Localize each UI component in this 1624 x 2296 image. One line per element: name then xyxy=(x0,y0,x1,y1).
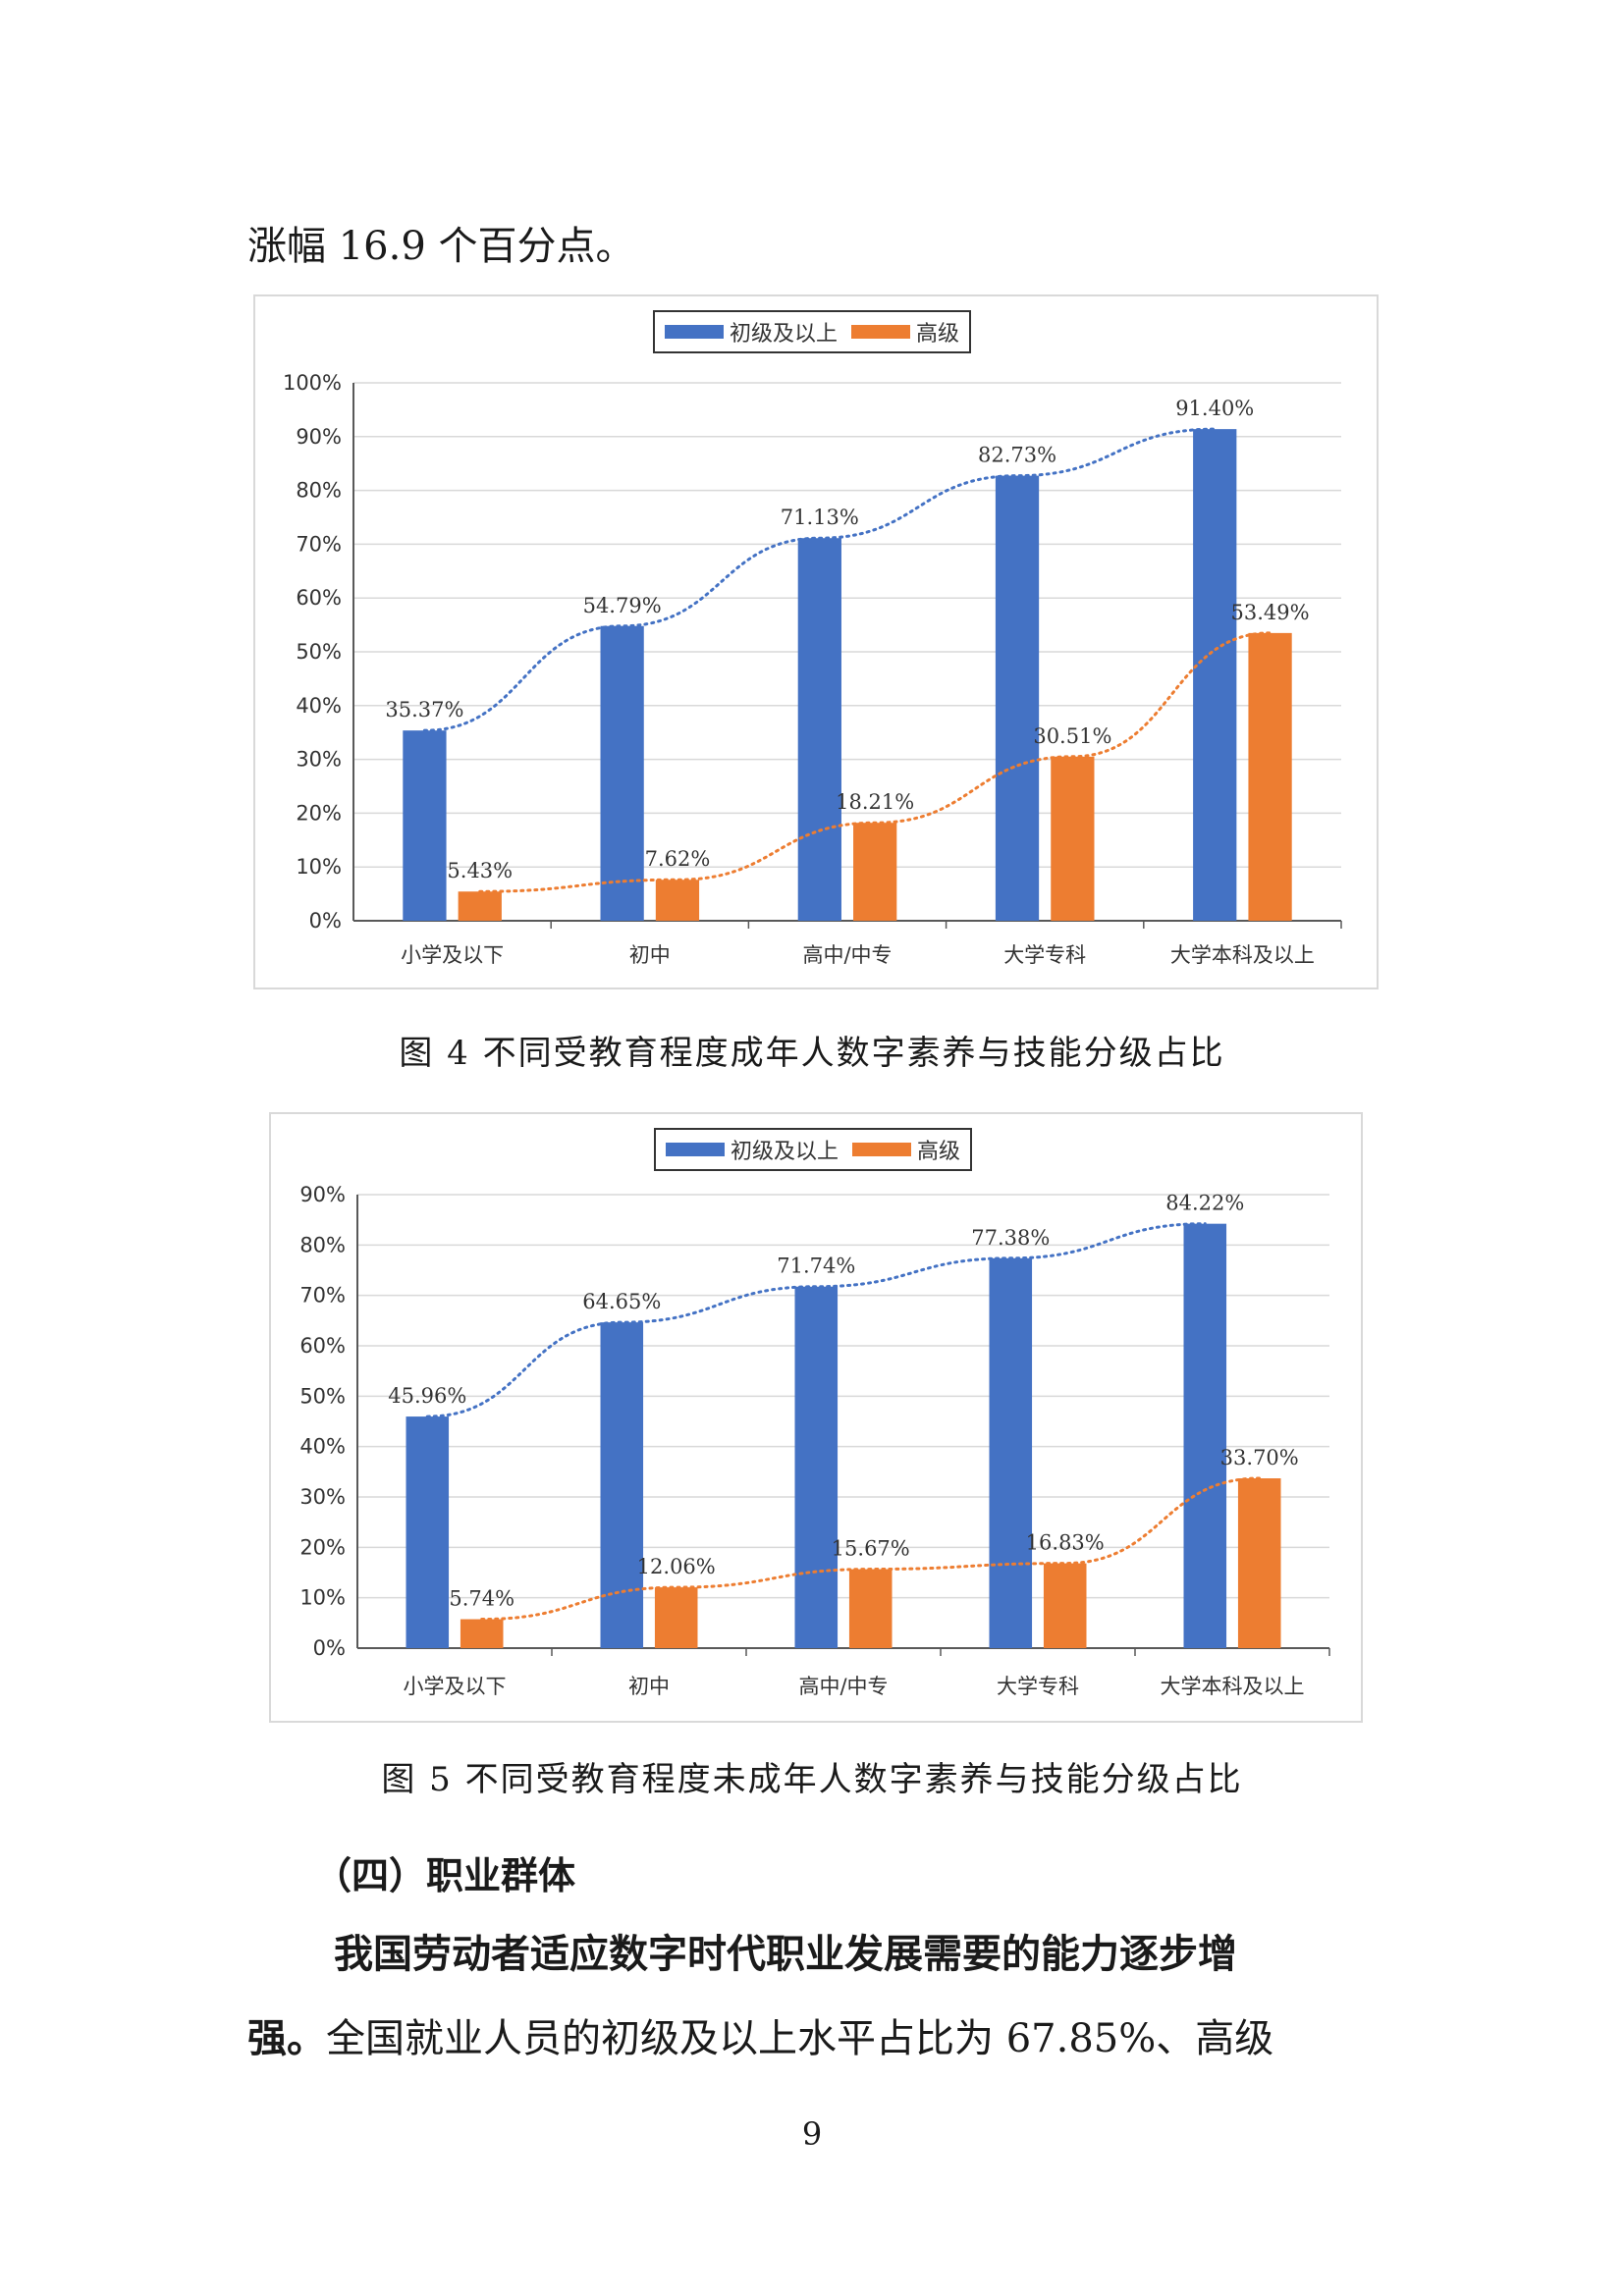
bold-lead-end: 强。 xyxy=(247,2015,326,2061)
bar-basic xyxy=(797,538,841,921)
data-label: 5.43% xyxy=(447,859,513,882)
y-tick-label: 60% xyxy=(296,586,342,610)
figure5-plot: 0% 10% 20% 30% 40% 50% 60% 70% 80% 90% 小学及以下 45.96%… xyxy=(299,1183,1330,1698)
y-tick-label: 0% xyxy=(309,909,342,933)
data-label: 84.22% xyxy=(1165,1192,1244,1215)
y-tick-label: 90% xyxy=(299,1183,346,1206)
bar-basic xyxy=(1183,1223,1227,1648)
data-label: 30.51% xyxy=(1033,724,1111,748)
legend-swatch-blue xyxy=(666,1143,725,1156)
trendline-advanced xyxy=(480,1476,1262,1622)
bar-basic xyxy=(406,1416,450,1648)
trendline-basic xyxy=(422,427,1217,732)
bar-advanced xyxy=(853,823,897,921)
legend-swatch-blue xyxy=(665,325,724,339)
legend-series2: 高级 xyxy=(916,322,960,347)
y-tick-label: 30% xyxy=(296,748,342,772)
bar-advanced xyxy=(1237,1478,1281,1648)
x-tick-label: 初中 xyxy=(628,1675,670,1698)
figure4-legend: 初级及以上 高级 xyxy=(653,310,972,353)
bar-advanced xyxy=(458,891,502,921)
y-tick-label: 10% xyxy=(299,1586,346,1610)
trendline-basic xyxy=(425,1222,1207,1418)
x-tick-label: 大学本科及以上 xyxy=(1161,1675,1305,1698)
trendline-advanced xyxy=(478,631,1272,893)
x-tick-label: 高中/中专 xyxy=(798,1675,888,1698)
y-tick-label: 50% xyxy=(299,1384,346,1408)
data-label: 18.21% xyxy=(836,790,914,814)
y-tick-label: 0% xyxy=(313,1636,346,1660)
figure4-plot: 0% 10% 20% 30% 40% 50% 60% 70% 80% 90% 100% 小学及以下 35… xyxy=(283,371,1342,967)
y-tick-label: 70% xyxy=(299,1284,346,1308)
x-tick-label: 大学专科 xyxy=(1003,943,1086,967)
data-label: 54.79% xyxy=(583,594,662,617)
figure5-chart: 初级及以上 高级 0% 10% 20% 30% 40% 50% 60% 70% 80% 90% 小学… xyxy=(269,1112,1363,1723)
data-label: 82.73% xyxy=(978,444,1056,467)
bar-basic xyxy=(995,475,1040,921)
data-label: 91.40% xyxy=(1175,397,1254,420)
y-tick-label: 50% xyxy=(296,640,342,664)
bar-basic xyxy=(600,1322,644,1648)
y-tick-label: 100% xyxy=(283,371,342,395)
x-tick-label: 小学及以下 xyxy=(404,1675,507,1698)
legend-swatch-orange xyxy=(852,1143,912,1156)
figure5-legend: 初级及以上 高级 xyxy=(654,1128,973,1171)
data-label: 5.74% xyxy=(449,1587,514,1611)
y-tick-label: 10% xyxy=(296,855,342,879)
data-label: 53.49% xyxy=(1231,601,1310,624)
page-number: 9 xyxy=(801,2115,823,2153)
legend-series1: 初级及以上 xyxy=(730,322,839,347)
x-tick-label: 高中/中专 xyxy=(802,943,892,967)
data-label: 15.67% xyxy=(832,1537,910,1561)
bar-basic xyxy=(1193,429,1237,921)
data-label: 64.65% xyxy=(582,1290,661,1313)
bar-advanced xyxy=(1248,632,1292,921)
y-tick-label: 20% xyxy=(296,801,342,825)
intro-line: 涨幅 16.9 个百分点。 xyxy=(247,224,635,269)
section-heading: （四）职业群体 xyxy=(314,1853,576,1897)
bar-basic xyxy=(403,730,447,921)
figure4-chart: 初级及以上 高级 0% 10% 20% 30% 40% 50% 60% 70% 80% 90% 10… xyxy=(253,294,1379,989)
y-tick-label: 40% xyxy=(296,694,342,718)
y-tick-label: 70% xyxy=(296,532,342,556)
data-label: 35.37% xyxy=(385,698,463,721)
bar-basic xyxy=(794,1286,839,1648)
bar-basic xyxy=(989,1257,1033,1648)
y-tick-label: 80% xyxy=(296,479,342,503)
y-tick-label: 20% xyxy=(299,1535,346,1559)
figure4-caption: 图 4 不同受教育程度成年人数字素养与技能分级占比 xyxy=(399,1034,1225,1073)
bar-advanced xyxy=(655,880,700,921)
bar-basic xyxy=(600,625,644,921)
y-tick-label: 60% xyxy=(299,1334,346,1358)
data-label: 77.38% xyxy=(971,1226,1050,1250)
x-tick-label: 小学及以下 xyxy=(401,943,504,967)
bar-advanced xyxy=(654,1587,698,1648)
x-tick-label: 大学本科及以上 xyxy=(1170,943,1315,967)
bar-advanced xyxy=(1051,756,1095,921)
y-tick-label: 40% xyxy=(299,1435,346,1459)
legend-swatch-orange xyxy=(851,325,911,339)
x-tick-label: 初中 xyxy=(629,943,671,967)
x-tick-label: 大学专科 xyxy=(997,1675,1079,1698)
data-label: 71.13% xyxy=(781,506,859,529)
data-label: 16.83% xyxy=(1026,1531,1105,1555)
y-tick-label: 80% xyxy=(299,1233,346,1256)
legend-series2: 高级 xyxy=(917,1140,961,1164)
paragraph-text: 全国就业人员的初级及以上水平占比为 67.85%、高级 xyxy=(326,2016,1274,2061)
data-label: 71.74% xyxy=(777,1255,855,1278)
bar-advanced xyxy=(848,1569,893,1648)
paragraph-line1: 我国劳动者适应数字时代职业发展需要的能力逐步增 xyxy=(334,1926,1463,1983)
y-tick-label: 30% xyxy=(299,1485,346,1509)
bar-advanced xyxy=(1043,1563,1087,1648)
data-label: 7.62% xyxy=(645,847,711,871)
data-label: 45.96% xyxy=(388,1384,466,1408)
bold-lead: 我国劳动者适应数字时代职业发展需要的能力逐步增 xyxy=(334,1931,1237,1977)
y-tick-label: 90% xyxy=(296,425,342,449)
paragraph-line2: 强。全国就业人员的初级及以上水平占比为 67.85%、高级 xyxy=(247,2010,1377,2067)
figure5-caption: 图 5 不同受教育程度未成年人数字素养与技能分级占比 xyxy=(381,1760,1243,1799)
bar-advanced xyxy=(460,1619,504,1648)
data-label: 12.06% xyxy=(637,1555,716,1578)
legend-series1: 初级及以上 xyxy=(731,1140,839,1164)
data-label: 33.70% xyxy=(1220,1446,1299,1469)
